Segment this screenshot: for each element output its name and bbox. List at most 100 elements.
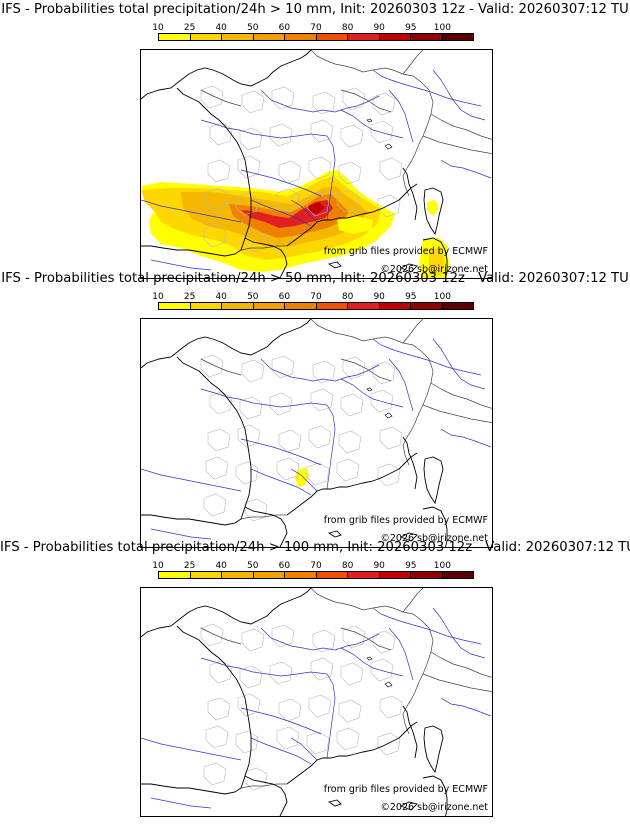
- colorbar-swatch: [190, 303, 222, 309]
- river: [372, 69, 482, 107]
- department-boundary: [336, 189, 360, 213]
- river: [372, 338, 482, 376]
- river: [150, 259, 212, 271]
- river: [250, 468, 312, 496]
- colorbar-tick-label: 80: [341, 292, 354, 302]
- colorbar-swatch: [411, 303, 443, 309]
- department-boundary: [312, 629, 336, 653]
- colorbar-tick-label: 10: [152, 23, 164, 33]
- department-boundary: [203, 224, 227, 248]
- river: [340, 378, 404, 408]
- coastline: [402, 167, 418, 221]
- basemap: [141, 50, 492, 278]
- colorbar-swatches: [158, 302, 474, 310]
- department-boundary: [271, 355, 295, 379]
- river: [150, 797, 212, 809]
- coastline: [141, 245, 242, 257]
- department-boundary: [342, 87, 366, 111]
- colorbar-tick-label: 70: [310, 292, 322, 302]
- coastline: [422, 506, 448, 547]
- department-boundary: [200, 85, 224, 109]
- coastline: [286, 468, 400, 516]
- river: [388, 89, 414, 143]
- department-boundary: [338, 699, 362, 723]
- colorbar-swatch: [190, 34, 222, 40]
- coastline: [423, 456, 444, 505]
- colorbar-swatch: [190, 572, 222, 578]
- basemap: [141, 319, 492, 547]
- colorbar-swatch: [442, 34, 473, 40]
- river: [326, 404, 336, 490]
- river: [440, 428, 492, 448]
- department-boundary: [203, 762, 227, 786]
- colorbar-ticks: 10 25 40 50 60 70 80 90 95 100: [152, 292, 474, 302]
- colorbar-tick-label: 95: [405, 292, 417, 302]
- lake: [366, 656, 373, 661]
- coastline: [398, 721, 418, 739]
- panel-title: IFS - Probabilities total precipitation/…: [0, 540, 630, 555]
- colorbar-tick-label: 50: [247, 561, 259, 571]
- colorbar-swatch: [316, 34, 348, 40]
- copyright: ©2026 sb@irizone.net: [380, 533, 488, 544]
- river: [290, 199, 318, 223]
- river: [240, 438, 322, 466]
- department-boundary: [235, 730, 259, 754]
- coastline: [398, 452, 418, 470]
- copyright: ©2026 sb@irizone.net: [380, 802, 488, 813]
- lake: [384, 681, 393, 688]
- department-boundary: [239, 665, 263, 689]
- colorbar-swatch: [411, 34, 443, 40]
- map-france-50mm: from grib files provided by ECMWF ©2026 …: [140, 318, 493, 548]
- colorbar-swatch: [222, 572, 254, 578]
- department-boundary: [276, 188, 300, 212]
- colorbar-swatch: [159, 303, 191, 309]
- coastline: [423, 725, 444, 774]
- copyright: ©2026 sb@irizone.net: [380, 264, 488, 275]
- colorbar-tick-label: 90: [373, 561, 385, 571]
- coastline: [141, 588, 312, 638]
- department-boundary: [340, 662, 364, 686]
- department-boundary: [271, 86, 295, 110]
- colorbar-swatch: [316, 572, 348, 578]
- department-boundary: [336, 727, 360, 751]
- department-boundary: [200, 354, 224, 378]
- country-border: [310, 588, 434, 735]
- department-boundary: [370, 120, 394, 144]
- department-boundary: [370, 658, 394, 682]
- colorbar-tick-label: 25: [183, 292, 196, 302]
- coastline: [398, 183, 418, 201]
- department-boundary: [338, 430, 362, 454]
- colorbar-tick-label: 60: [278, 292, 291, 302]
- coastline: [399, 801, 418, 811]
- panel-title: IFS - Probabilities total precipitation/…: [1, 2, 629, 17]
- coastline: [141, 783, 242, 795]
- coastline: [402, 436, 418, 490]
- department-boundary: [308, 156, 332, 180]
- coastline: [176, 625, 252, 789]
- coastline: [286, 199, 400, 247]
- river: [141, 468, 242, 492]
- panel-10mm: IFS - Probabilities total precipitation/…: [0, 2, 630, 279]
- coastline: [399, 532, 418, 542]
- department-boundary: [207, 428, 231, 452]
- lake: [384, 412, 393, 419]
- department-boundary: [372, 92, 396, 116]
- department-boundary: [379, 157, 403, 181]
- department-boundary: [336, 458, 360, 482]
- river: [432, 607, 486, 659]
- department-boundary: [200, 623, 224, 647]
- colorbar-swatch: [159, 572, 191, 578]
- coastline: [176, 356, 252, 520]
- department-boundary: [342, 356, 366, 380]
- department-boundary: [269, 123, 293, 147]
- precip-probability-area: [295, 467, 309, 487]
- country-border: [200, 627, 242, 645]
- department-boundary: [241, 359, 265, 383]
- department-boundary: [271, 624, 295, 648]
- colorbar-tick-label: 40: [215, 23, 227, 33]
- precip-probability-area: [337, 216, 373, 234]
- department-boundary: [372, 361, 396, 385]
- country-border: [240, 783, 287, 789]
- river: [340, 647, 404, 677]
- colorbar-swatch: [379, 34, 411, 40]
